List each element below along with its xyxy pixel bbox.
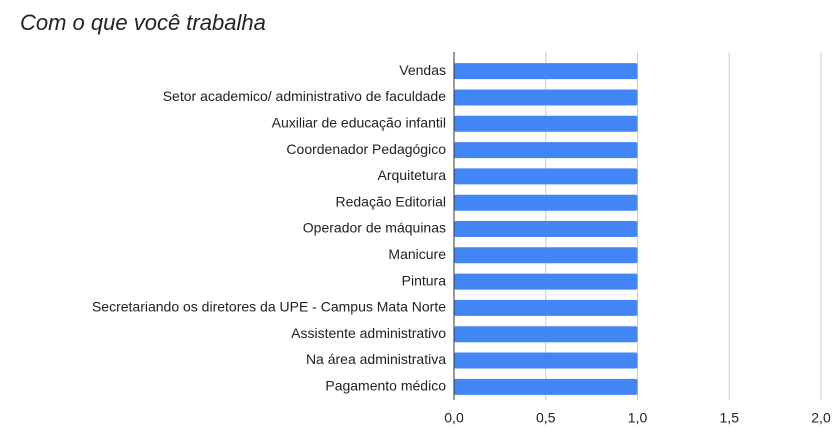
bar [454, 194, 638, 211]
y-tick-label: Vendas [399, 62, 446, 78]
y-tick-label: Operador de máquinas [303, 220, 446, 236]
bar [454, 168, 638, 185]
x-tick-label: 0,0 [444, 410, 464, 426]
bar [454, 299, 638, 316]
y-tick-label: Arquitetura [378, 167, 447, 183]
chart-title: Com o que você trabalha [20, 10, 266, 35]
bar [454, 221, 638, 237]
bar [454, 352, 638, 369]
y-tick-label: Secretariando os diretores da UPE - Camp… [92, 299, 446, 315]
bar [454, 142, 638, 159]
bar [454, 247, 638, 264]
x-tick-label: 1,5 [720, 410, 740, 426]
y-tick-label: Pagamento médico [325, 378, 446, 394]
y-tick-label: Coordenador Pedagógico [286, 141, 446, 157]
y-tick-label: Assistente administrativo [291, 325, 446, 341]
y-tick-label: Setor academico/ administrativo de facul… [163, 88, 446, 104]
y-tick-label: Manicure [388, 246, 446, 262]
bar [454, 89, 638, 106]
y-tick-label: Na área administrativa [306, 351, 446, 367]
bar [454, 273, 638, 290]
x-tick-label: 2,0 [811, 410, 831, 426]
bar [454, 326, 638, 343]
x-tick-label: 0,5 [536, 410, 556, 426]
bar [454, 378, 638, 395]
x-tick-label: 1,0 [628, 410, 648, 426]
y-tick-label: Redação Editorial [335, 193, 446, 209]
y-tick-label: Auxiliar de educação infantil [272, 114, 446, 130]
bar [454, 63, 638, 80]
bar [454, 115, 638, 132]
y-tick-label: Pintura [402, 272, 447, 288]
